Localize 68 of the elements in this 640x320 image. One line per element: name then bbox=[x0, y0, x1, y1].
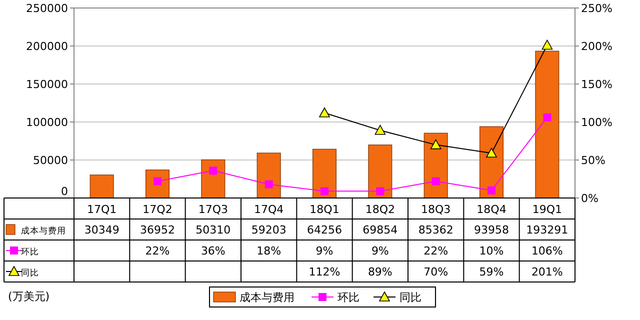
data-label: 201% bbox=[531, 266, 563, 278]
point bbox=[488, 186, 496, 194]
data-label: 50310 bbox=[196, 224, 231, 236]
data-label: 9% bbox=[371, 244, 389, 258]
y-tick-label: 150000 bbox=[26, 78, 68, 91]
point bbox=[319, 107, 330, 118]
x-tick-label: 17Q2 bbox=[142, 203, 172, 216]
y-tick-label: 250000 bbox=[26, 2, 68, 15]
legend-label: 成本与费用 bbox=[21, 226, 66, 236]
data-label: 69854 bbox=[362, 224, 398, 236]
data-label: 10% bbox=[479, 244, 504, 258]
x-tick-label: 18Q2 bbox=[365, 203, 395, 216]
point bbox=[374, 124, 386, 135]
x-tick-label: 19Q1 bbox=[532, 203, 562, 216]
bar bbox=[90, 174, 114, 198]
y2-tick-label: 50% bbox=[581, 154, 606, 167]
data-label: 64256 bbox=[307, 224, 342, 236]
data-label: 59203 bbox=[251, 224, 286, 236]
point bbox=[542, 40, 553, 50]
legend-label: 环比 bbox=[338, 291, 360, 304]
bar bbox=[535, 50, 560, 198]
y2-tick-label: 150% bbox=[581, 78, 612, 91]
data-label: 112% bbox=[308, 266, 340, 278]
point bbox=[486, 148, 497, 158]
data-label: 30349 bbox=[84, 224, 120, 236]
x-tick-label: 17Q4 bbox=[254, 203, 284, 216]
point bbox=[432, 177, 440, 186]
text: 环比 bbox=[21, 248, 39, 258]
data-label: 36% bbox=[200, 244, 226, 258]
bar bbox=[368, 144, 392, 198]
y-tick-label: 100000 bbox=[26, 116, 68, 129]
y2-tick-label: 100% bbox=[581, 116, 612, 129]
data-label: 22% bbox=[424, 244, 448, 258]
y2-tick-label: 250% bbox=[581, 2, 612, 15]
point bbox=[320, 187, 328, 196]
x-tick-label: 17Q1 bbox=[87, 203, 117, 216]
bar bbox=[201, 159, 226, 198]
data-label: 9% bbox=[316, 244, 334, 258]
data-label: 193291 bbox=[526, 224, 568, 236]
y2-tick-label: 200% bbox=[581, 40, 612, 53]
y2-tick-label: 0% bbox=[581, 192, 598, 205]
y-tick-label: 0 bbox=[61, 185, 68, 198]
text: 成本与费用 bbox=[240, 291, 294, 304]
y-tick-label: 50000 bbox=[33, 154, 68, 167]
point bbox=[209, 166, 218, 175]
data-label: 89% bbox=[368, 266, 392, 278]
x-tick-label: 18Q1 bbox=[310, 203, 340, 216]
data-label: 106% bbox=[531, 244, 563, 258]
data-label: 70% bbox=[424, 266, 448, 278]
data-label: 18% bbox=[256, 244, 282, 258]
point bbox=[264, 180, 273, 188]
y-tick-label: 200000 bbox=[26, 40, 68, 53]
x-tick-label: 18Q4 bbox=[476, 203, 506, 216]
x-tick-label: 18Q3 bbox=[421, 203, 451, 216]
text: (万美元) bbox=[8, 290, 50, 303]
data-label: 36952 bbox=[140, 224, 175, 236]
bar bbox=[256, 152, 281, 198]
bar bbox=[312, 148, 336, 198]
x-tick-label: 17Q3 bbox=[198, 203, 228, 216]
point bbox=[430, 139, 442, 150]
data-label: 85362 bbox=[418, 224, 454, 236]
point bbox=[376, 187, 384, 196]
point bbox=[543, 113, 552, 122]
data-label: 59% bbox=[479, 266, 504, 278]
legend-label: 同比 bbox=[400, 291, 422, 304]
text: 同比 bbox=[21, 268, 39, 278]
data-label: 93958 bbox=[474, 224, 509, 236]
data-label: 22% bbox=[145, 244, 170, 258]
